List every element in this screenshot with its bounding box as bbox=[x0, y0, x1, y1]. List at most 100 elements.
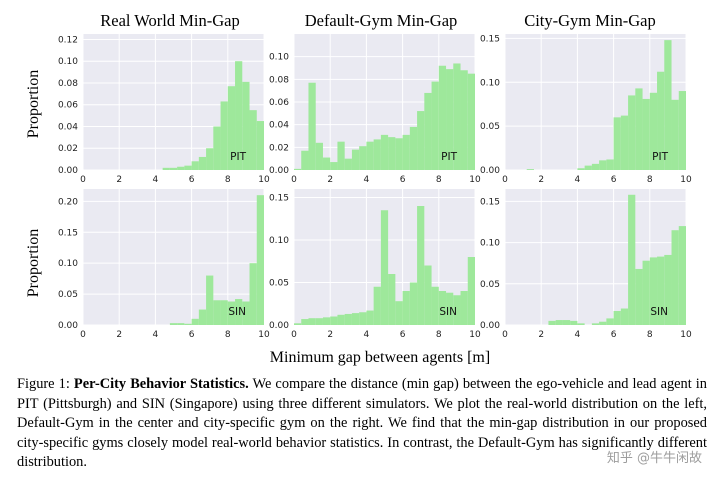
histogram-bar bbox=[417, 111, 425, 170]
x-tick-label: 10 bbox=[680, 330, 692, 340]
x-tick-label: 10 bbox=[258, 175, 270, 185]
x-tick-label: 2 bbox=[538, 330, 544, 340]
city-label: PIT bbox=[652, 151, 668, 163]
histogram-panel-1: 0.00 0.02 0.04 0.06 0.08 0.10 0.12 0 2 4 6 8 10 PIT bbox=[58, 34, 270, 185]
histogram-bar bbox=[591, 323, 600, 325]
histogram-bar bbox=[628, 194, 636, 325]
figure-grid: Real World Min-Gap Default-Gym Min-Gap C… bbox=[25, 11, 692, 366]
histogram-bar bbox=[191, 318, 199, 325]
x-tick-label: 2 bbox=[116, 175, 122, 185]
histogram-bar bbox=[322, 317, 331, 325]
city-label: SIN bbox=[439, 306, 457, 318]
histogram-bar bbox=[256, 121, 264, 170]
histogram-bar bbox=[366, 141, 374, 170]
watermark: 知乎 @牛牛闲故 bbox=[606, 451, 702, 466]
x-tick-label: 0 bbox=[291, 330, 297, 340]
histogram-bar bbox=[220, 300, 228, 325]
histogram-bar bbox=[409, 282, 418, 325]
histogram-bar bbox=[330, 316, 338, 325]
x-tick-label: 8 bbox=[225, 330, 231, 340]
histogram-bar bbox=[315, 142, 323, 170]
histogram-bar bbox=[635, 88, 643, 170]
histogram-bar bbox=[562, 320, 571, 325]
x-tick-label: 10 bbox=[258, 330, 270, 340]
histogram-bar bbox=[294, 323, 302, 325]
x-tick-label: 4 bbox=[575, 175, 581, 185]
histogram-bar bbox=[402, 291, 410, 325]
y-tick-label: 0.04 bbox=[269, 121, 289, 131]
histogram-bar bbox=[366, 310, 374, 325]
y-tick-label: 0.20 bbox=[58, 197, 78, 207]
histogram-bar bbox=[235, 61, 243, 171]
histogram-bar bbox=[642, 260, 650, 325]
histogram-bar bbox=[169, 167, 178, 170]
histogram-bar bbox=[388, 274, 396, 325]
histogram-bar bbox=[388, 137, 396, 170]
histogram-bar bbox=[213, 126, 221, 170]
histogram-panel-6: 0.00 0.05 0.10 0.15 0 2 4 6 8 10 SIN bbox=[480, 189, 692, 340]
histogram-bar bbox=[657, 71, 665, 170]
histogram-bar bbox=[678, 226, 686, 325]
x-tick-label: 0 bbox=[80, 330, 86, 340]
histogram-bar bbox=[460, 70, 468, 170]
y-tick-label: 0.00 bbox=[58, 166, 78, 176]
histogram-bar bbox=[373, 139, 381, 170]
y-tick-label: 0.00 bbox=[58, 321, 78, 331]
histogram-bar bbox=[256, 195, 264, 325]
x-tick-label: 6 bbox=[189, 330, 195, 340]
histogram-bar bbox=[649, 257, 658, 325]
histogram-bar bbox=[620, 308, 629, 325]
x-tick-label: 0 bbox=[502, 175, 508, 185]
y-tick-label: 0.10 bbox=[58, 57, 78, 67]
histogram-bar bbox=[220, 101, 228, 170]
histogram-bar bbox=[162, 167, 170, 170]
y-tick-label: 0.05 bbox=[58, 290, 78, 300]
histogram-bar bbox=[606, 318, 614, 325]
city-label: PIT bbox=[441, 151, 457, 163]
city-label: SIN bbox=[650, 306, 668, 318]
x-tick-label: 2 bbox=[327, 330, 333, 340]
histogram-bar bbox=[315, 318, 323, 325]
col-title-2: Default-Gym Min-Gap bbox=[305, 11, 458, 30]
x-tick-label: 6 bbox=[189, 175, 195, 185]
y-tick-label: 0.05 bbox=[480, 122, 500, 132]
histogram-panel-5: 0.00 0.05 0.10 0.15 0 2 4 6 8 10 SIN bbox=[269, 189, 481, 340]
histogram-bar bbox=[249, 110, 257, 170]
histogram-bar bbox=[337, 314, 345, 325]
histogram-bar bbox=[555, 320, 563, 325]
histogram-bar bbox=[577, 168, 585, 170]
histogram-bar bbox=[599, 160, 607, 170]
histogram-bar bbox=[359, 312, 367, 325]
histogram-bar bbox=[577, 323, 585, 325]
x-tick-label: 10 bbox=[469, 330, 481, 340]
histogram-bar bbox=[351, 149, 360, 170]
histogram-bar bbox=[453, 295, 461, 325]
city-label: SIN bbox=[228, 306, 246, 318]
y-tick-label: 0.10 bbox=[58, 259, 78, 269]
histogram-bar bbox=[184, 323, 192, 325]
x-axis-label: Minimum gap between agents [m] bbox=[270, 349, 490, 366]
histogram-bar bbox=[417, 206, 425, 325]
histogram-bar bbox=[438, 291, 447, 325]
x-tick-label: 6 bbox=[400, 175, 406, 185]
histogram-bar bbox=[599, 321, 607, 325]
histogram-bar bbox=[453, 63, 461, 170]
y-tick-label: 0.08 bbox=[58, 79, 78, 89]
x-tick-label: 0 bbox=[80, 175, 86, 185]
histogram-bar bbox=[664, 254, 672, 325]
histogram-bar bbox=[584, 165, 592, 170]
histogram-bar bbox=[424, 265, 432, 325]
caption-text: We compare the distance (min gap) betwee… bbox=[17, 376, 708, 470]
y-tick-label: 0.00 bbox=[269, 166, 289, 176]
histogram-bar bbox=[206, 275, 214, 325]
city-label: PIT bbox=[230, 151, 246, 163]
histogram-bar bbox=[184, 165, 192, 170]
histogram-bar bbox=[294, 168, 302, 170]
histogram-bar bbox=[249, 263, 257, 325]
y-tick-label: 0.12 bbox=[58, 35, 78, 45]
histogram-bar bbox=[664, 40, 672, 170]
x-tick-label: 8 bbox=[436, 330, 442, 340]
histogram-bar bbox=[591, 163, 600, 170]
histogram-bar bbox=[620, 115, 629, 170]
histogram-bar bbox=[198, 309, 207, 325]
